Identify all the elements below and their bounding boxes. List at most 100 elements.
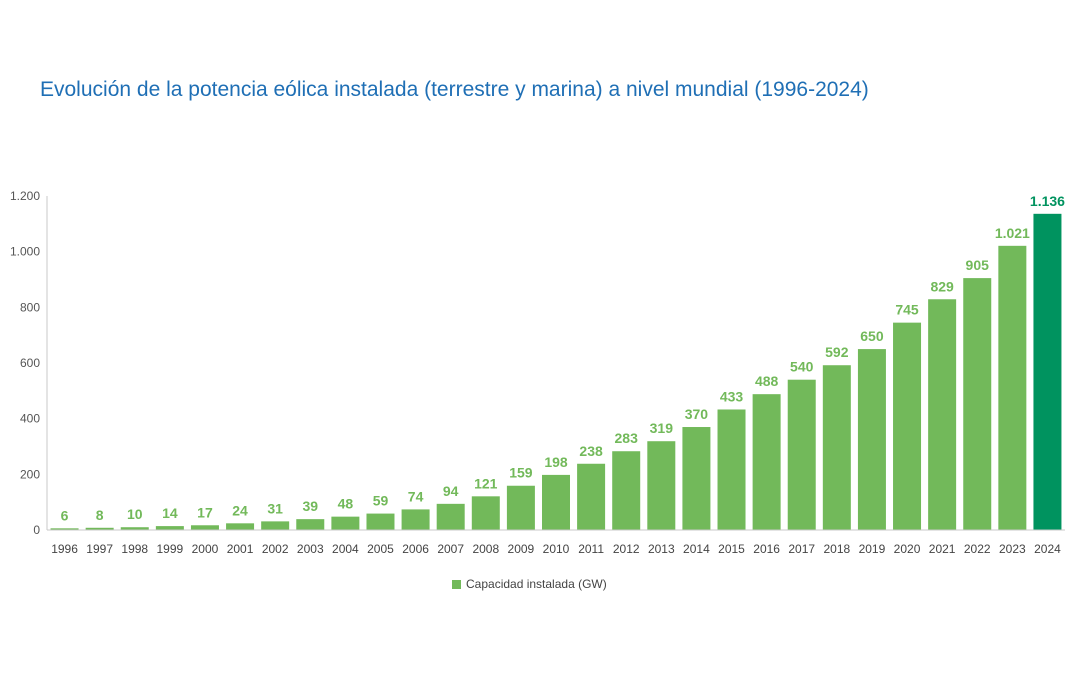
bar-value-label: 24 <box>232 502 248 518</box>
bar-value-label: 745 <box>895 302 919 318</box>
bar <box>577 463 606 530</box>
bar-value-label: 31 <box>267 500 283 516</box>
bar-value-label: 319 <box>650 420 674 436</box>
bar-value-label: 283 <box>615 430 639 446</box>
bar <box>261 521 290 530</box>
bar <box>998 245 1027 531</box>
bar-value-label: 905 <box>966 257 990 273</box>
bar <box>717 409 746 530</box>
bar-value-label: 370 <box>685 406 709 422</box>
bar <box>928 299 957 530</box>
x-tick-label: 2003 <box>297 542 324 556</box>
bar <box>366 513 395 530</box>
x-tick-label: 2019 <box>859 542 886 556</box>
bar-value-label: 488 <box>755 373 779 389</box>
bar-value-label: 650 <box>860 328 884 344</box>
bar-value-label: 39 <box>302 498 318 514</box>
x-tick-label: 2015 <box>718 542 745 556</box>
bar <box>752 394 781 530</box>
bar-value-label: 433 <box>720 388 744 404</box>
bar <box>542 474 570 530</box>
bar-value-label: 238 <box>579 443 603 459</box>
x-tick-label: 2011 <box>578 542 604 556</box>
bars <box>50 213 1062 531</box>
x-tick-label: 2010 <box>543 542 570 556</box>
x-tick-label: 1999 <box>157 542 184 556</box>
y-tick-label: 200 <box>20 467 40 481</box>
x-tick-label: 2012 <box>613 542 640 556</box>
x-axis: 1996 1997 1998 1999 2000 2001 2002 2003 2004 2005… <box>47 529 1065 556</box>
x-tick-label: 2020 <box>894 542 921 556</box>
bar-value-label: 1.021 <box>995 225 1030 241</box>
x-tick-label: 2017 <box>788 542 815 556</box>
y-tick-label: 800 <box>20 300 40 314</box>
bar-value-label: 540 <box>790 359 814 375</box>
bar <box>893 322 922 530</box>
x-tick-label: 2001 <box>227 542 254 556</box>
bar-value-label: 6 <box>61 507 69 523</box>
bar-value-label: 829 <box>930 278 954 294</box>
y-tick-label: 600 <box>20 356 40 370</box>
bar <box>190 525 219 530</box>
bar <box>1033 213 1062 530</box>
x-tick-label: 1998 <box>121 542 148 556</box>
x-tick-label: 2023 <box>999 542 1026 556</box>
x-tick-label: 2008 <box>472 542 499 556</box>
x-tick-label: 2021 <box>929 542 956 556</box>
bar-value-label: 159 <box>509 465 533 481</box>
legend-swatch <box>452 579 461 589</box>
bar <box>155 526 184 530</box>
bar-value-label: 10 <box>127 506 143 522</box>
y-tick-label: 0 <box>33 523 40 537</box>
value-labels: 6 8 10 14 17 24 31 39 48 59 74 94 121 159 198 238 283 319… <box>61 193 1066 524</box>
bar <box>682 427 711 530</box>
bar <box>647 441 676 530</box>
bar <box>506 485 535 530</box>
x-tick-label: 2007 <box>437 542 464 556</box>
x-tick-label: 2014 <box>683 542 710 556</box>
x-tick-label: 2005 <box>367 542 394 556</box>
bar-value-label: 94 <box>443 483 459 499</box>
bar-value-label: 1.136 <box>1030 193 1065 209</box>
x-tick-label: 2004 <box>332 542 359 556</box>
bar-value-label: 14 <box>162 505 178 521</box>
y-tick-label: 1.200 <box>10 189 40 203</box>
legend: Capacidad instalada (GW) <box>452 577 607 591</box>
x-tick-label: 2013 <box>648 542 675 556</box>
x-tick-label: 2000 <box>192 542 219 556</box>
bar <box>50 528 79 530</box>
chart-title: Evolución de la potencia eólica instalad… <box>40 78 869 101</box>
x-tick-label: 2002 <box>262 542 289 556</box>
x-tick-label: 2016 <box>753 542 780 556</box>
y-tick-label: 1.000 <box>10 245 40 259</box>
bar-value-label: 198 <box>544 454 568 470</box>
x-tick-label: 2024 <box>1034 542 1061 556</box>
bar <box>471 496 500 530</box>
x-tick-label: 2009 <box>508 542 535 556</box>
bar <box>963 278 992 530</box>
bar <box>612 451 641 530</box>
x-tick-label: 1996 <box>51 542 78 556</box>
y-axis: 0 200 400 600 800 1.000 1.200 <box>10 189 48 537</box>
bar <box>120 527 149 530</box>
bar-value-label: 74 <box>408 488 424 504</box>
y-tick-label: 400 <box>20 412 40 426</box>
bar-value-label: 121 <box>474 475 498 491</box>
bar <box>857 349 886 530</box>
x-tick-label: 2022 <box>964 542 991 556</box>
bar <box>401 509 430 530</box>
bar <box>787 379 816 530</box>
bar-value-label: 8 <box>96 507 104 523</box>
x-tick-label: 2006 <box>402 542 429 556</box>
x-tick-label: 1997 <box>86 542 113 556</box>
x-tick-label: 2018 <box>823 542 850 556</box>
bar <box>226 523 255 530</box>
bar <box>296 519 325 530</box>
bar <box>436 503 465 530</box>
bar-value-label: 592 <box>825 344 849 360</box>
bar-value-label: 59 <box>373 493 389 509</box>
bar <box>85 527 114 530</box>
bar-value-label: 17 <box>197 504 213 520</box>
bar-value-label: 48 <box>338 496 354 512</box>
